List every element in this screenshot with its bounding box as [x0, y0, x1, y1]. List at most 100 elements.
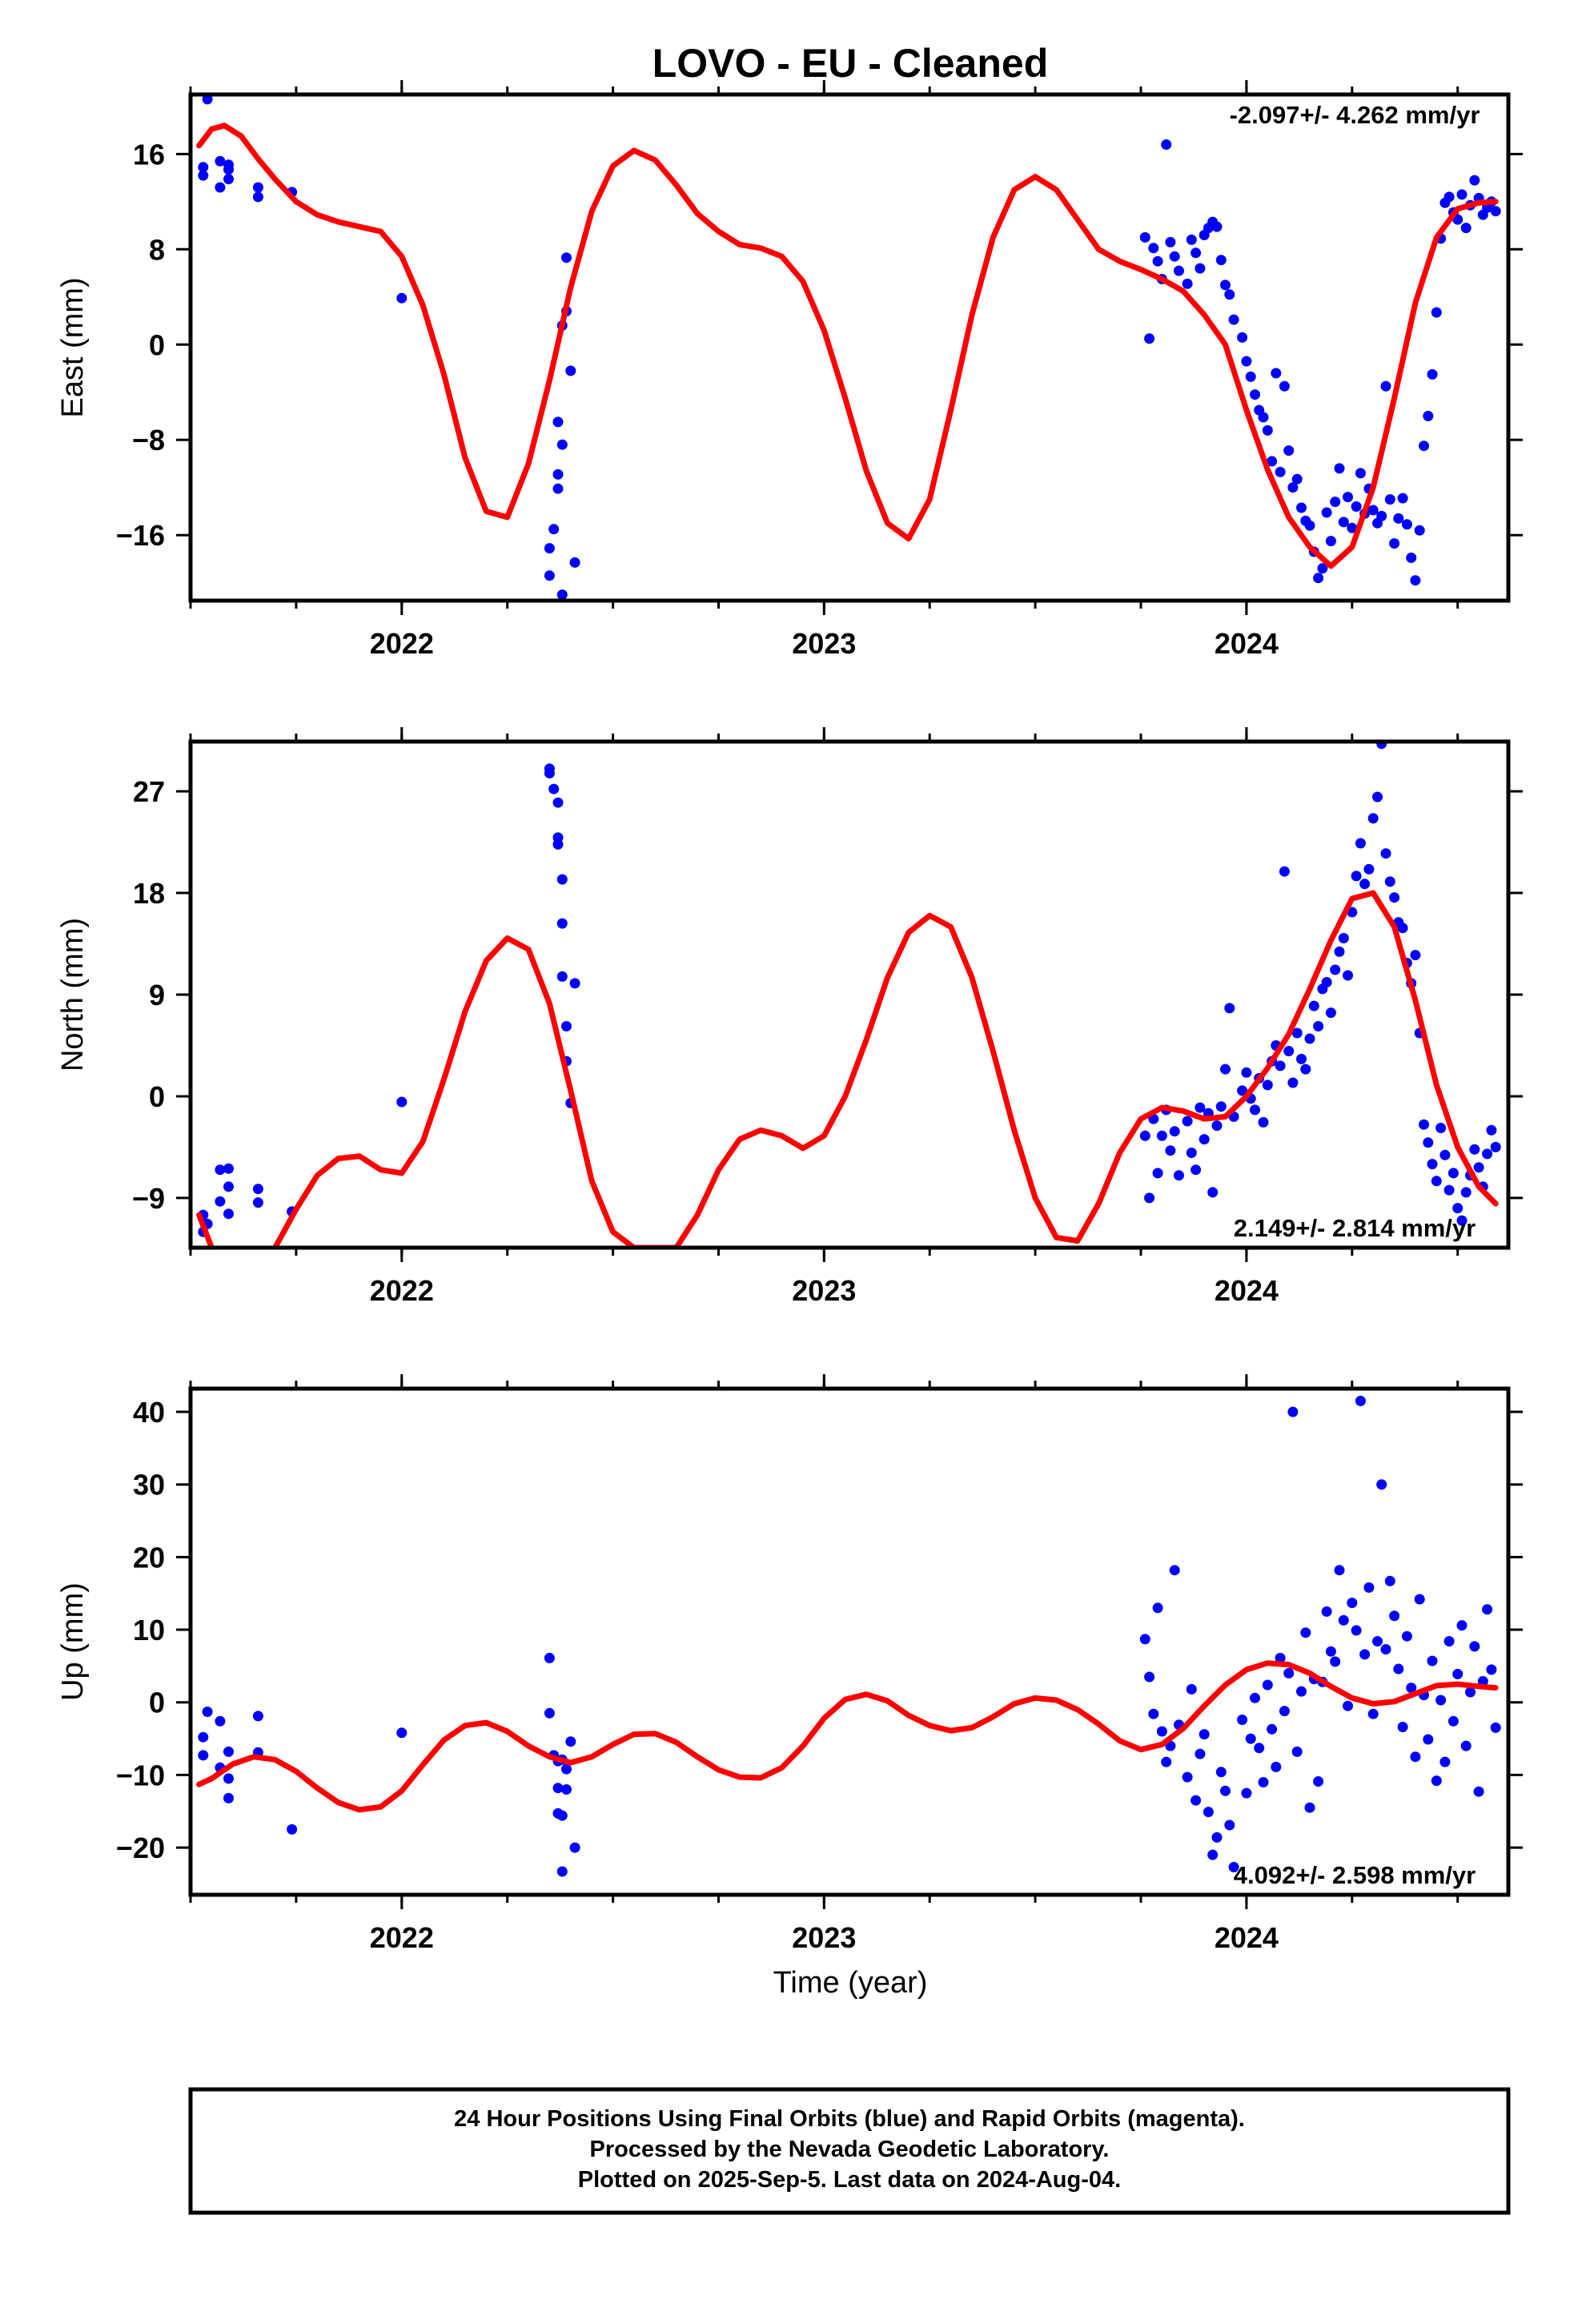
east-data-point [552, 483, 564, 494]
up-data-point [1211, 1831, 1223, 1843]
east-data-point [1317, 563, 1328, 574]
east-data-point [1469, 175, 1480, 186]
east-data-point [544, 543, 555, 554]
footer-line-3: Plotted on 2025-Sep-5. Last data on 2024… [578, 2167, 1121, 2193]
east-data-point [1410, 575, 1421, 586]
north-data-point [1460, 1187, 1472, 1198]
up-data-point [1460, 1740, 1472, 1751]
up-data-point [1254, 1743, 1265, 1754]
east-data-point [1296, 502, 1307, 513]
up-data-point [1376, 1479, 1387, 1490]
north-data-point [1262, 1080, 1273, 1091]
east-data-point [215, 182, 226, 193]
up-data-point [1148, 1708, 1159, 1719]
north-data-point [1372, 791, 1383, 802]
up-data-point [1182, 1771, 1193, 1783]
east-data-point [1287, 482, 1299, 493]
north-data-point [1443, 1184, 1455, 1196]
north-data-point [1296, 1053, 1307, 1064]
north-data-point [1199, 1134, 1210, 1145]
east-data-point [223, 174, 234, 185]
north-data-point [1152, 1168, 1163, 1179]
north-data-point [1456, 1215, 1468, 1226]
east-x-tick-label: 2023 [792, 627, 856, 660]
up-data-point [223, 1773, 234, 1784]
north-data-point [552, 797, 564, 808]
up-panel: 2022 2023 2024 40 30 20 10 0 −10 −20 Up (mm) 4.092+… [56, 1374, 1523, 1954]
up-x-tick-label: 2024 [1215, 1921, 1279, 1954]
east-data-point [1271, 368, 1282, 379]
north-data-point [1435, 1123, 1447, 1133]
up-data-point [552, 1783, 564, 1794]
footer-frame [188, 2087, 1511, 2215]
east-data-point [1313, 573, 1324, 584]
up-data-point [1427, 1655, 1438, 1667]
east-data-point [1343, 492, 1353, 503]
up-y-tick-label: −20 [116, 1831, 165, 1864]
north-data-point [1308, 1000, 1319, 1011]
up-data-point [556, 1810, 568, 1821]
east-y-tick-label: 0 [149, 328, 165, 361]
east-y-tick-label: 8 [149, 233, 165, 266]
up-data-point [1359, 1649, 1371, 1660]
north-data-point [1139, 1130, 1150, 1141]
up-data-point [1161, 1756, 1172, 1767]
up-data-point [561, 1763, 572, 1775]
up-y-tick-label: 40 [133, 1396, 165, 1429]
east-data-point [1262, 424, 1273, 436]
east-data-point [1148, 243, 1159, 254]
up-data-point [223, 1746, 234, 1757]
chart-title: LOVO - EU - Cleaned [652, 41, 1049, 86]
up-data-point [1401, 1630, 1412, 1642]
footer-line-1: 24 Hour Positions Using Final Orbits (bl… [454, 2106, 1245, 2132]
up-plot-area [196, 1395, 1501, 1877]
up-data-point [1372, 1636, 1383, 1647]
up-frame [188, 1386, 1511, 1897]
north-data-point [1325, 1007, 1336, 1019]
east-data-point [1456, 189, 1468, 200]
up-data-point [1139, 1634, 1150, 1645]
east-data-point [556, 439, 568, 450]
north-data-point [1279, 866, 1290, 877]
up-data-point [1325, 1646, 1336, 1657]
north-data-point [1427, 1159, 1438, 1170]
north-data-point [1363, 863, 1375, 875]
north-y-tick-label: 0 [149, 1080, 165, 1113]
east-data-point [215, 155, 226, 167]
east-plot-area [196, 94, 1501, 601]
east-data-point [1258, 412, 1269, 423]
east-data-point [1355, 468, 1366, 479]
footer-line-2: Processed by the Nevada Geodetic Laborat… [590, 2137, 1110, 2162]
east-y-tick-label: 16 [133, 138, 165, 171]
east-data-point [1220, 279, 1231, 291]
north-data-point [1389, 892, 1400, 903]
up-data-point [1169, 1565, 1180, 1576]
up-rate-label: 4.092+/- 2.598 mm/yr [1234, 1861, 1476, 1889]
north-data-point [1224, 1003, 1235, 1014]
up-data-point [1384, 1575, 1395, 1586]
north-data-point [548, 783, 560, 794]
east-data-point [548, 524, 560, 535]
north-data-point [223, 1163, 234, 1174]
up-data-point [1363, 1582, 1375, 1593]
north-y-tick-label: 9 [149, 979, 165, 1011]
up-y-tick-label: 20 [133, 1541, 165, 1574]
east-data-point [1325, 536, 1336, 547]
north-data-point [1355, 838, 1366, 849]
east-data-point [1174, 265, 1184, 276]
up-data-point [1435, 1695, 1447, 1706]
north-data-point [544, 768, 555, 778]
footer-box: 24 Hour Positions Using Final Orbits (bl… [188, 2087, 1511, 2215]
up-data-point [198, 1750, 209, 1761]
up-data-point [1195, 1748, 1206, 1759]
east-data-point [1431, 307, 1442, 318]
up-data-point [565, 1736, 576, 1747]
north-rate-label: 2.149+/- 2.814 mm/yr [1234, 1214, 1476, 1242]
east-data-point [1169, 251, 1180, 262]
east-data-point [1304, 520, 1315, 531]
up-data-point [1313, 1776, 1324, 1787]
up-data-point [1330, 1656, 1341, 1667]
up-data-point [1296, 1686, 1307, 1697]
north-data-point [396, 1096, 408, 1108]
up-data-point [215, 1715, 226, 1727]
